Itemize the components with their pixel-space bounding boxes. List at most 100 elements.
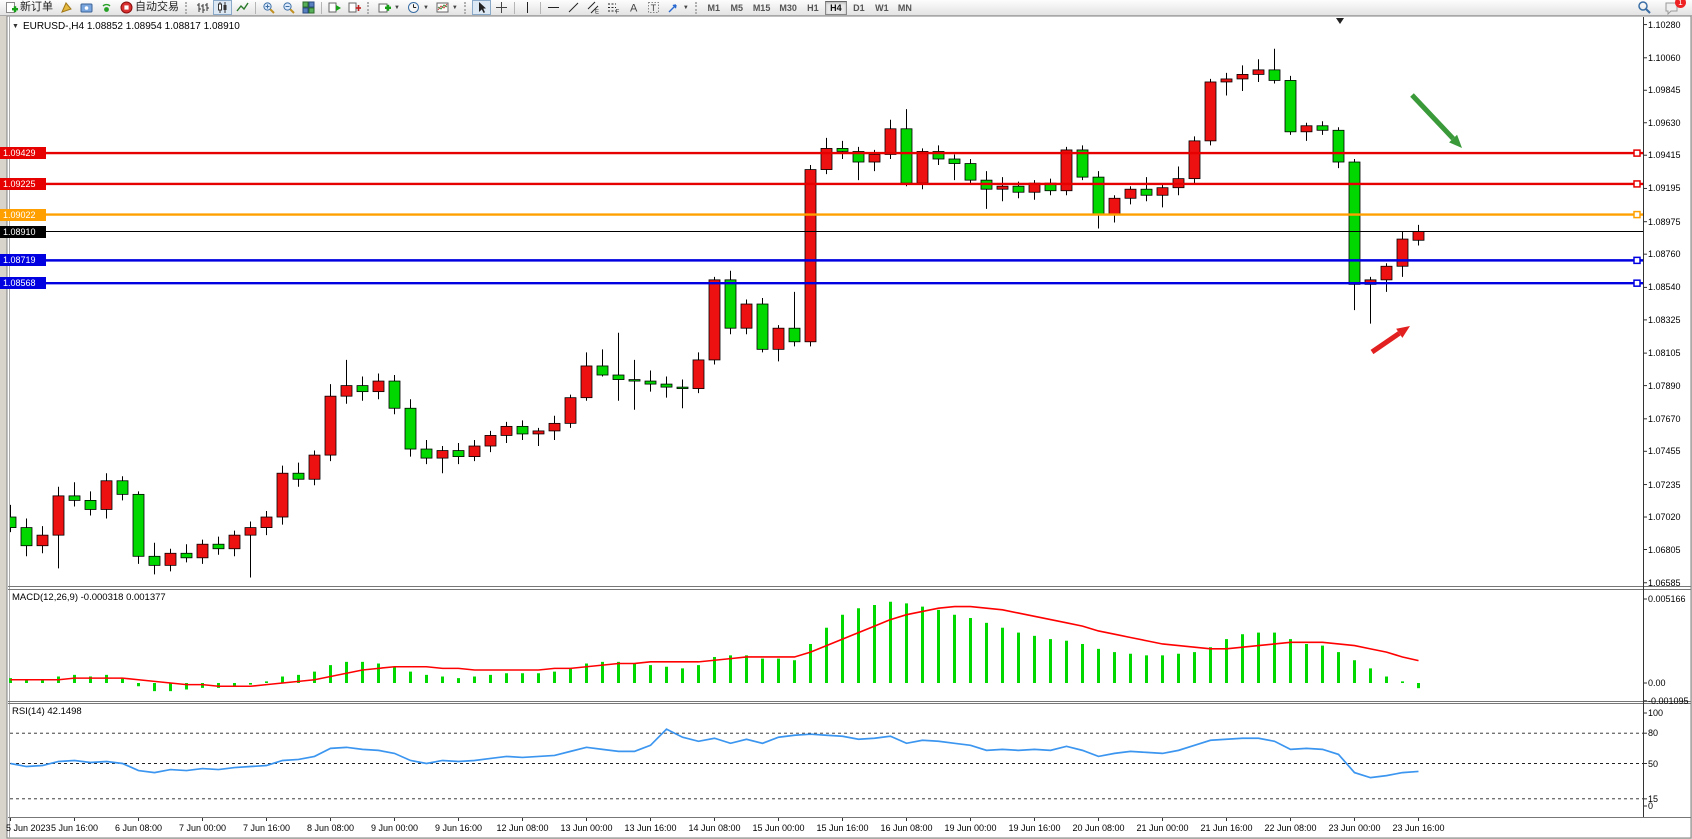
metaeditor-button[interactable] <box>77 0 96 15</box>
down-right-arrow <box>1410 93 1455 141</box>
svg-text:A: A <box>630 3 638 15</box>
bar-chart-button[interactable] <box>193 0 212 15</box>
bear-candle <box>1332 129 1345 163</box>
chart-shift-marker <box>1336 18 1344 24</box>
bull-candle <box>884 128 897 155</box>
rsi-name: RSI(14) <box>12 706 45 717</box>
bull-candle <box>52 495 65 536</box>
bear-candle <box>84 500 97 510</box>
crosshair-icon <box>495 2 507 13</box>
periods-button[interactable]: ▼ <box>404 0 432 15</box>
chart-shift-button[interactable] <box>345 0 364 15</box>
bull-candle <box>548 422 561 432</box>
crosshair-button[interactable] <box>492 0 511 15</box>
toolbar-right-group: 1 <box>1634 0 1690 15</box>
level-line-handle <box>1633 279 1641 287</box>
dropdown-arrow-icon: ▼ <box>451 4 458 11</box>
tile-windows-button[interactable] <box>299 0 318 15</box>
zoom-out-button[interactable] <box>279 0 298 15</box>
timeframe-button-h4[interactable]: H4 <box>824 0 847 15</box>
bull-candle <box>564 397 577 424</box>
bear-candle <box>212 543 225 550</box>
bull-candle <box>228 534 241 550</box>
bull-candle <box>1188 140 1201 180</box>
timeframe-button-m15[interactable]: M15 <box>749 1 775 15</box>
timeframe-button-mn[interactable]: MN <box>894 1 916 15</box>
timeframe-button-d1[interactable]: D1 <box>848 1 870 15</box>
arrows-tool-button[interactable]: ▼ <box>664 0 692 15</box>
dropdown-arrow-icon: ▼ <box>394 4 400 11</box>
bull-candle <box>532 430 545 435</box>
bear-candle <box>644 380 657 385</box>
bull-candle <box>260 516 273 528</box>
candlestick-icon <box>218 2 227 13</box>
timeframe-button-w1[interactable]: W1 <box>871 1 893 15</box>
bull-candle <box>1124 188 1137 199</box>
level-line-handle <box>1633 149 1641 157</box>
new-order-button[interactable]: 新订单 <box>2 0 56 15</box>
timeframe-button-h1[interactable]: H1 <box>802 1 824 15</box>
cursor-button[interactable] <box>471 0 491 15</box>
macd-signal-line <box>10 605 1419 688</box>
bear-candle <box>660 383 673 388</box>
rsi-value: 42.1498 <box>47 706 82 717</box>
vertical-line-icon <box>526 2 528 13</box>
zoom-in-button[interactable] <box>259 0 278 15</box>
notification-badge: 1 <box>1675 0 1686 8</box>
fibonacci-button[interactable]: F <box>604 0 623 15</box>
bear-candle <box>388 380 401 409</box>
bear-candle <box>724 279 737 329</box>
bear-candle <box>1268 69 1281 81</box>
macd-group <box>9 601 1420 692</box>
search-icon <box>1638 1 1651 14</box>
candlestick-chart-button[interactable] <box>213 0 232 15</box>
indicators-button[interactable]: ▼ <box>375 0 403 15</box>
equidistant-channel-button[interactable]: E <box>584 0 603 15</box>
channel-icon: E <box>587 1 599 14</box>
chart-wizard-button[interactable] <box>57 0 76 15</box>
toolbar-grip <box>694 1 700 14</box>
templates-icon <box>436 2 449 13</box>
zoom-in-icon <box>263 2 275 14</box>
bear-candle <box>612 374 625 380</box>
autotrading-button[interactable]: 自动交易 <box>117 0 182 15</box>
timeframe-button-m1[interactable]: M1 <box>703 1 725 15</box>
horizontal-line-button[interactable] <box>544 0 563 15</box>
fibonacci-icon: F <box>607 3 619 14</box>
timeframe-button-m30[interactable]: M30 <box>775 1 801 15</box>
bear-candle <box>964 163 977 181</box>
bear-candle <box>852 151 865 163</box>
chart-window-frame <box>6 15 1692 839</box>
bull-candle <box>804 169 817 343</box>
signals-button[interactable] <box>97 0 116 15</box>
bear-candle <box>1140 188 1153 196</box>
bull-candle <box>244 527 257 536</box>
bull-candle <box>100 480 113 510</box>
cursor-icon <box>478 2 486 13</box>
notifications-button[interactable]: 1 <box>1661 0 1686 15</box>
bull-candle <box>1236 74 1249 80</box>
bull-candle <box>1060 149 1073 192</box>
trendline-button[interactable] <box>564 0 583 15</box>
bear-candle <box>1284 80 1297 133</box>
one-click-trading-arrow-icon[interactable]: ▼ <box>12 23 19 30</box>
metaeditor-icon <box>80 3 93 13</box>
bull-candle <box>740 303 753 329</box>
line-chart-button[interactable] <box>233 0 252 15</box>
up-right-arrow <box>1370 331 1401 355</box>
bull-candle <box>436 450 449 459</box>
bull-candle <box>276 472 289 518</box>
templates-button[interactable]: ▼ <box>433 0 461 15</box>
text-button[interactable]: A <box>624 0 643 15</box>
text-label-button[interactable]: T <box>644 0 663 15</box>
dropdown-arrow-icon: ▼ <box>422 4 429 11</box>
chart-wizard-icon <box>61 2 72 13</box>
auto-scroll-button[interactable] <box>325 0 344 15</box>
text-label-icon: T <box>647 2 659 13</box>
search-button[interactable] <box>1634 0 1655 15</box>
bull-candle <box>772 327 785 350</box>
vertical-line-button[interactable] <box>518 0 537 15</box>
timeframe-button-m5[interactable]: M5 <box>726 1 748 15</box>
arrows-tool-icon <box>668 4 677 13</box>
